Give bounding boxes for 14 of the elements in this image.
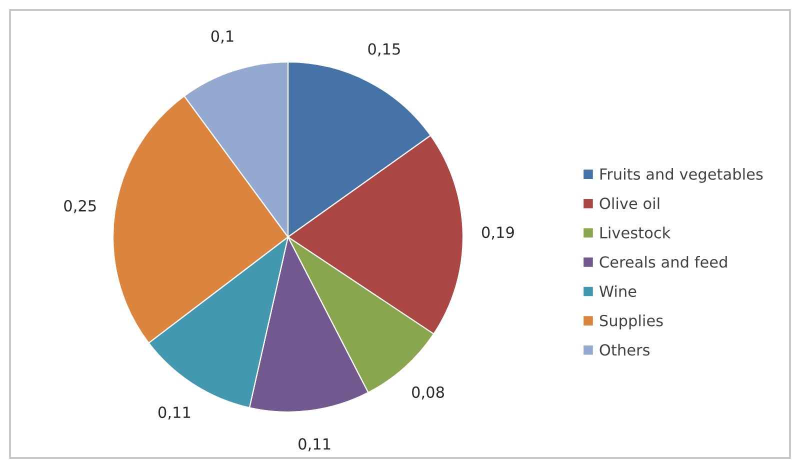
- legend-label: Cereals and feed: [600, 256, 727, 268]
- data-label: 0,11: [158, 406, 190, 420]
- legend-label: Supplies: [600, 314, 663, 330]
- legend-label: Fruits and vegetables: [600, 168, 763, 183]
- data-label: 0,25: [64, 200, 96, 214]
- legend-label: Olive oil: [600, 197, 660, 210]
- data-label: 0,08: [412, 386, 444, 400]
- data-label: 0,15: [368, 43, 400, 56]
- data-label: 0,11: [298, 438, 330, 452]
- data-label: 0,19: [482, 226, 514, 240]
- data-label: 0,1: [211, 30, 234, 44]
- legend-label: Others: [600, 344, 650, 356]
- legend-label: Wine: [599, 285, 636, 298]
- legend-label: Livestock: [600, 226, 671, 238]
